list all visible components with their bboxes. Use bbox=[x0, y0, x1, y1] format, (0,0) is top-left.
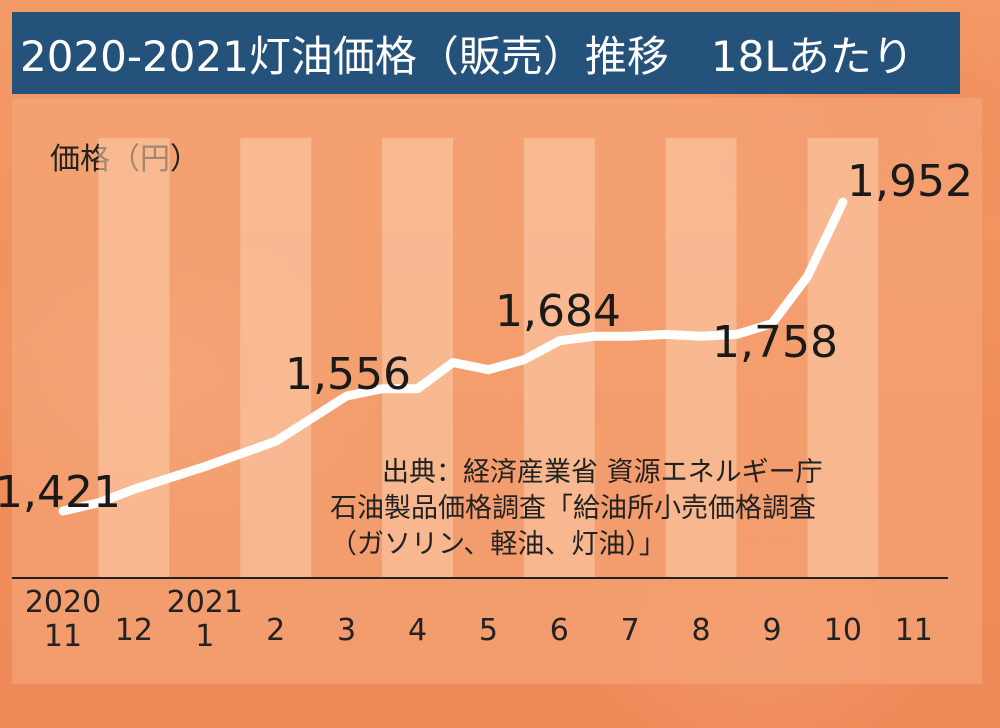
source-note: 出典：経済産業省 資源エネルギー庁 石油製品価格調査「給油所小売価格調査 （ガソ… bbox=[330, 455, 823, 563]
data-label: 1,952 bbox=[847, 156, 973, 207]
x-tick-label: 2020 11 bbox=[25, 585, 101, 654]
x-tick-label: 6 bbox=[550, 613, 569, 648]
data-label: 1,758 bbox=[712, 317, 838, 368]
data-label: 1,556 bbox=[285, 349, 411, 400]
x-tick-label: 2021 1 bbox=[167, 585, 243, 654]
x-tick-label: 11 bbox=[895, 613, 933, 648]
x-tick-label: 7 bbox=[621, 613, 640, 648]
column-band bbox=[98, 138, 170, 578]
x-tick-label: 3 bbox=[337, 613, 356, 648]
x-tick-label: 12 bbox=[115, 613, 153, 648]
column-band bbox=[240, 138, 312, 578]
data-label: 1,421 bbox=[0, 467, 121, 518]
title-bar: 2020-2021灯油価格（販売）推移 18Lあたり bbox=[12, 12, 960, 94]
series-line bbox=[58, 197, 848, 516]
source-line-3: （ガソリン、軽油、灯油）」 bbox=[330, 529, 666, 560]
x-tick-label: 4 bbox=[408, 613, 427, 648]
source-line-1: 出典：経済産業省 資源エネルギー庁 bbox=[382, 457, 823, 488]
data-label: 1,684 bbox=[495, 286, 621, 337]
column-band bbox=[665, 138, 737, 578]
x-tick-label: 10 bbox=[824, 613, 862, 648]
source-line-2: 石油製品価格調査「給油所小売価格調査 bbox=[330, 493, 816, 524]
column-band bbox=[382, 138, 453, 578]
x-tick-label: 8 bbox=[692, 613, 711, 648]
x-tick-label: 9 bbox=[762, 613, 781, 648]
chart-title: 2020-2021灯油価格（販売）推移 18Lあたり bbox=[20, 31, 914, 81]
x-tick-label: 2 bbox=[266, 613, 285, 648]
x-tick-label: 5 bbox=[479, 613, 498, 648]
